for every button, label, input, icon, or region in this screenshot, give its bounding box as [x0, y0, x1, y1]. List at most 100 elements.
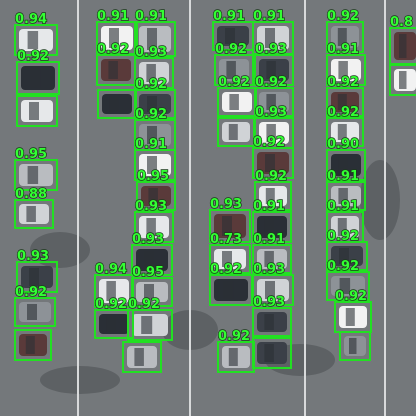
confidence-label: 0.93 — [255, 105, 287, 120]
detection-box — [252, 274, 294, 306]
detection-box — [252, 147, 294, 179]
car-window — [134, 348, 144, 366]
car-window — [144, 251, 154, 269]
car-window — [109, 96, 119, 112]
detection-box — [326, 271, 370, 301]
lane-markings — [77, 0, 386, 416]
confidence-label: 0.91 — [97, 9, 129, 24]
confidence-label: 0.92 — [218, 75, 250, 90]
detection-box — [252, 244, 292, 274]
confidence-label: 0.92 — [210, 262, 242, 277]
confidence-label: 0.92 — [135, 107, 167, 122]
detection-box — [14, 24, 58, 56]
detection-box — [214, 54, 254, 86]
confidence-label: 0.92 — [135, 77, 167, 92]
confidence-label: 0.91 — [135, 137, 167, 152]
confidence-label: 0.91 — [253, 9, 285, 24]
confidence-label: 0.94 — [15, 12, 47, 27]
car-window — [266, 61, 276, 79]
car-window — [339, 248, 349, 264]
car-window — [265, 28, 275, 48]
car-window — [27, 166, 39, 184]
confidence-label: 0.93 — [17, 249, 49, 264]
confidence-label: 0.91 — [327, 169, 359, 184]
car-window — [339, 278, 351, 294]
car-window — [222, 216, 232, 236]
confidence-label: 0.95 — [137, 169, 169, 184]
cars — [19, 26, 416, 368]
confidence-label: 0.92 — [95, 297, 127, 312]
detection-box — [254, 181, 292, 211]
car-window — [29, 268, 39, 286]
car-window — [108, 61, 118, 79]
detection-box — [326, 54, 366, 86]
car-window — [265, 281, 275, 299]
confidence-label: 0.91 — [253, 199, 285, 214]
car-window — [229, 94, 239, 110]
confidence-label: 0.91 — [135, 9, 167, 24]
car-window — [141, 316, 153, 334]
detection-box — [14, 297, 56, 327]
car-window — [266, 94, 276, 110]
confidence-label: 0.8 — [390, 15, 413, 30]
car-window — [345, 308, 355, 326]
detections: 0.94 0.92 0.95 0.88 0.93 0.92 0.91 0.92 0.94 0.92… — [14, 8, 416, 373]
detection-box — [334, 301, 372, 333]
detection-box — [252, 211, 292, 243]
car-window — [337, 28, 347, 46]
car-window — [147, 96, 157, 112]
car-window — [337, 218, 347, 236]
detection-box — [127, 309, 173, 341]
detection-box — [326, 149, 366, 181]
stains — [30, 160, 400, 394]
confidence-label: 0.93 — [210, 197, 242, 212]
confidence-label: 0.92 — [327, 75, 359, 90]
detection-box — [252, 307, 292, 337]
confidence-label: 0.91 — [253, 232, 285, 247]
car-window — [29, 68, 41, 88]
car-window — [265, 154, 275, 172]
detection-box — [209, 209, 251, 243]
confidence-label: 0.93 — [132, 232, 164, 247]
detection-box — [134, 149, 176, 181]
car-window — [106, 281, 116, 301]
car-window — [147, 28, 157, 50]
car-window — [146, 218, 156, 236]
detection-box — [16, 95, 58, 127]
confidence-label: 0.92 — [335, 289, 367, 304]
confidence-label: 0.92 — [327, 105, 359, 120]
detection-box — [131, 244, 173, 276]
detection-box — [136, 181, 176, 211]
car-window — [264, 218, 274, 236]
car-window — [264, 251, 274, 267]
confidence-label: 0.94 — [95, 262, 127, 277]
confidence-label: 0.93 — [135, 199, 167, 214]
detection-box — [14, 199, 54, 229]
detection-box — [134, 211, 174, 243]
confidence-label: 0.93 — [253, 262, 285, 277]
confidence-label: 0.92 — [97, 42, 129, 57]
detection-box — [389, 27, 416, 65]
car-window — [109, 28, 119, 48]
confidence-label: 0.73 — [210, 232, 242, 247]
car-window — [148, 188, 158, 204]
detection-box — [209, 244, 251, 274]
car-window — [225, 28, 235, 44]
confidence-label: 0.95 — [15, 147, 47, 162]
detection-box — [326, 241, 368, 271]
detection-box — [16, 61, 60, 95]
car-window — [144, 284, 154, 300]
confidence-label: 0.92 — [255, 169, 287, 184]
confidence-label: 0.92 — [17, 49, 49, 64]
detection-box — [134, 57, 174, 89]
car-window — [226, 61, 236, 79]
confidence-label: 0.90 — [327, 137, 359, 152]
confidence-label: 0.91 — [327, 199, 359, 214]
car-window — [399, 34, 407, 58]
car-window — [266, 124, 276, 142]
car-window — [222, 281, 234, 299]
detection-box — [326, 87, 364, 117]
confidence-label: 0.92 — [327, 229, 359, 244]
car-window — [264, 344, 274, 362]
